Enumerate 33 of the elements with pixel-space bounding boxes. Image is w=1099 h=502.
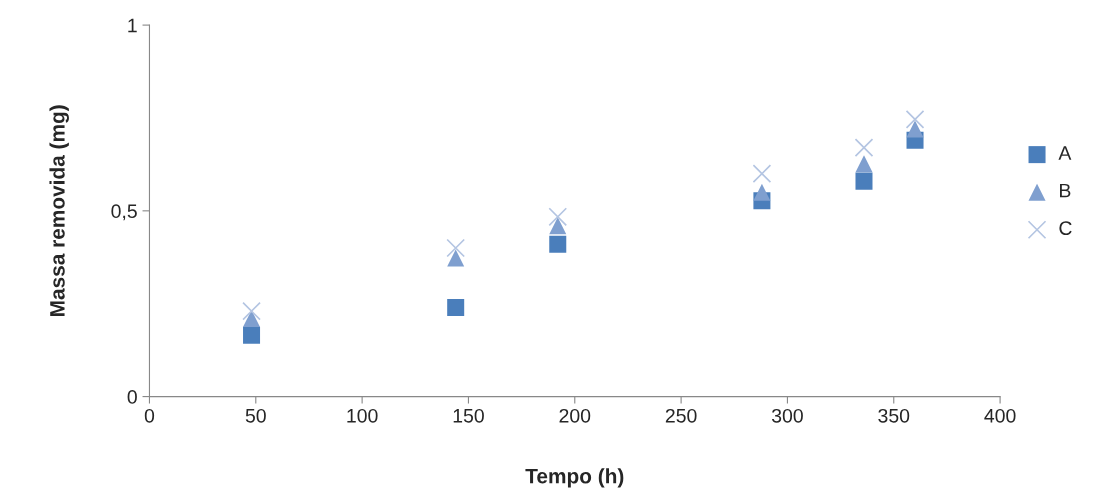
x-tick-label: 400 — [984, 408, 1016, 423]
point — [549, 235, 567, 253]
x-tick-label: 0 — [144, 408, 155, 423]
point — [447, 249, 465, 267]
point — [243, 326, 261, 344]
point — [548, 207, 568, 227]
x-axis-title: Tempo (h) — [525, 468, 624, 488]
x-tick-label: 50 — [245, 408, 266, 423]
point — [242, 301, 261, 321]
point — [243, 310, 261, 328]
x-tick-label: 250 — [665, 408, 697, 423]
y-axis-title: Massa removida (mg) — [49, 105, 69, 316]
legend-label: C — [1059, 221, 1072, 236]
x-tick-label: 100 — [347, 408, 378, 423]
y-tick-label: 0,5 — [111, 204, 137, 221]
legend-label: B — [1060, 183, 1071, 198]
point — [549, 217, 567, 235]
point — [905, 110, 925, 129]
x-tick-label: 300 — [771, 408, 803, 423]
point — [855, 155, 873, 173]
y-tick-label: 1 — [128, 18, 137, 33]
point — [753, 183, 771, 201]
point — [752, 164, 772, 184]
legend-label: A — [1058, 146, 1072, 160]
point — [447, 298, 465, 316]
point — [855, 172, 873, 190]
point — [854, 138, 874, 158]
x-tick-label: 150 — [453, 408, 484, 423]
y-tick-label: 0 — [127, 390, 137, 404]
point — [906, 120, 924, 138]
x-tick-label: 200 — [559, 408, 591, 423]
x-tick-label: 350 — [878, 408, 910, 423]
point — [446, 238, 466, 258]
